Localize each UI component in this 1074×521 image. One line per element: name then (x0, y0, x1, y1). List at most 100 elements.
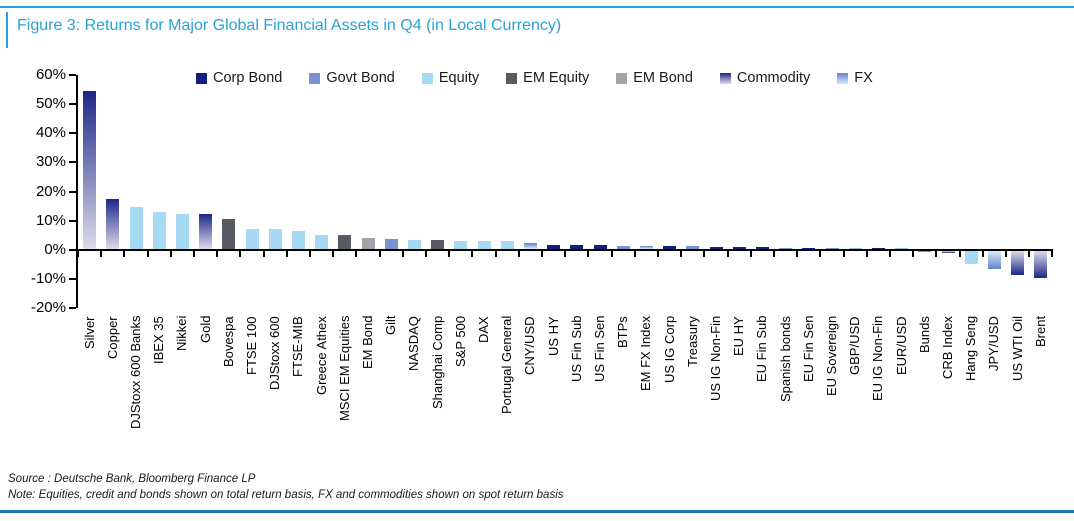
legend-label: Govt Bond (326, 70, 395, 86)
y-axis-label: 30% (35, 153, 66, 171)
bar-btps (616, 245, 630, 249)
x-axis-tick (216, 251, 219, 257)
y-axis-label: 0% (44, 241, 66, 258)
bar-hang-seng (964, 251, 978, 265)
legend-item-commodity: Commodity (719, 70, 810, 86)
bar-eu-fin-sub (755, 247, 769, 249)
bar-eur-usd (895, 248, 909, 249)
x-axis-label: Hang Seng (963, 316, 979, 382)
y-axis-tick (69, 190, 76, 193)
x-axis-label: Treasury (684, 316, 700, 367)
x-axis-label: DJStoxx 600 (267, 316, 283, 390)
x-axis-label: EU Sovereign (824, 316, 839, 397)
x-axis-label: Greece Athex (313, 316, 329, 395)
legend-swatch-equity (421, 72, 433, 84)
x-axis-line (76, 249, 1054, 251)
bar-msci-em-equities (338, 234, 352, 249)
bar-gilt (384, 239, 398, 249)
bar-ftse-mib (291, 230, 305, 249)
bar-eu-sovereign (825, 248, 839, 249)
x-axis-label: Copper (104, 316, 120, 359)
x-axis-tick (146, 251, 149, 257)
x-axis-tick (494, 251, 497, 257)
x-axis-tick (680, 251, 683, 257)
x-axis-tick (471, 251, 474, 257)
x-axis-tick (517, 251, 520, 257)
x-axis-tick (1005, 251, 1007, 257)
x-axis-tick (564, 251, 567, 257)
bar-em-fx-index (639, 246, 653, 249)
y-axis-label: -10% (30, 270, 66, 288)
x-axis-label: US WTI Oil (1009, 316, 1025, 381)
legend-item-equity: Equity (421, 70, 480, 86)
x-axis-label: Shanghai Comp (429, 316, 445, 410)
y-axis-label: 20% (35, 182, 66, 200)
y-axis-line (76, 74, 78, 309)
x-axis-label: BTPs (615, 316, 631, 348)
bar-portugal-general (500, 240, 514, 249)
legend-label: EM Equity (523, 70, 590, 86)
y-axis-tick (69, 219, 76, 222)
bar-copper (106, 199, 120, 249)
x-axis-label: US IG Corp (661, 316, 677, 384)
x-axis-label: CNY/USD (522, 316, 538, 375)
x-axis-tick (958, 251, 961, 257)
bar-jpy-usd (987, 251, 1001, 269)
x-axis-label: NASDAQ (406, 316, 422, 371)
bar-us-fin-sub (570, 244, 584, 249)
x-axis-tick (100, 251, 103, 257)
x-axis-tick (819, 251, 822, 257)
bar-eu-fin-sen (802, 248, 816, 249)
y-axis-tick (69, 103, 76, 106)
x-axis-tick (541, 251, 543, 257)
legend-swatch-em_equity (506, 72, 518, 84)
x-axis-tick (726, 251, 729, 257)
x-axis-tick (169, 251, 172, 257)
x-axis-label: FTSE 100 (244, 316, 259, 375)
x-axis-tick (309, 251, 311, 257)
x-axis-tick (842, 251, 845, 257)
title-accent-bar (6, 12, 8, 48)
x-axis-label: EU HY (731, 316, 747, 356)
bar-bovespa (222, 218, 236, 249)
y-axis-tick (69, 249, 76, 251)
bar-treasury (686, 246, 700, 249)
bar-eu-hy (732, 246, 746, 249)
x-axis-label: US Fin Sen (592, 316, 607, 383)
x-axis-tick (332, 251, 335, 257)
methodology-note: Note: Equities, credit and bonds shown o… (8, 488, 564, 501)
bar-nasdaq (407, 239, 421, 249)
bar-em-bond (361, 237, 375, 249)
bar-gold (199, 213, 213, 249)
legend-swatch-govt_bond (309, 72, 321, 84)
footnotes: Source : Deutsche Bank, Bloomberg Financ… (8, 472, 564, 503)
legend-item-govt_bond: Govt Bond (309, 70, 395, 86)
x-axis-label: Silver (81, 316, 97, 349)
x-axis-label: IBEX 35 (151, 316, 167, 364)
legend-item-corp_bond: Corp Bond (196, 70, 282, 86)
x-axis-label: Gold (197, 316, 213, 344)
y-axis-label: -20% (30, 299, 66, 317)
bar-ibex-35 (152, 211, 166, 249)
x-axis-tick (401, 251, 404, 257)
bar-eu-ig-non-fin (871, 248, 885, 249)
y-axis-label: 10% (35, 211, 66, 229)
legend-swatch-corp_bond (196, 72, 207, 84)
legend-item-em_bond: EM Bond (616, 70, 693, 86)
x-axis-tick (285, 251, 288, 257)
x-axis-label: CRB Index (940, 316, 955, 379)
x-axis-tick (633, 251, 636, 257)
y-axis-label: 60% (35, 65, 66, 83)
x-axis-label: Bunds (916, 316, 932, 353)
x-axis-tick (193, 251, 195, 257)
legend-label: Equity (438, 70, 480, 86)
bar-us-ig-corp (663, 246, 677, 249)
x-axis-label: Nikkei (174, 316, 190, 352)
x-axis-label: Brent (1032, 316, 1048, 348)
source-note: Source : Deutsche Bank, Bloomberg Financ… (8, 473, 256, 485)
x-axis-tick (123, 251, 126, 257)
legend-item-em_equity: EM Equity (506, 70, 589, 86)
x-axis-label: US HY (545, 316, 561, 356)
top-border-line (0, 6, 1074, 8)
